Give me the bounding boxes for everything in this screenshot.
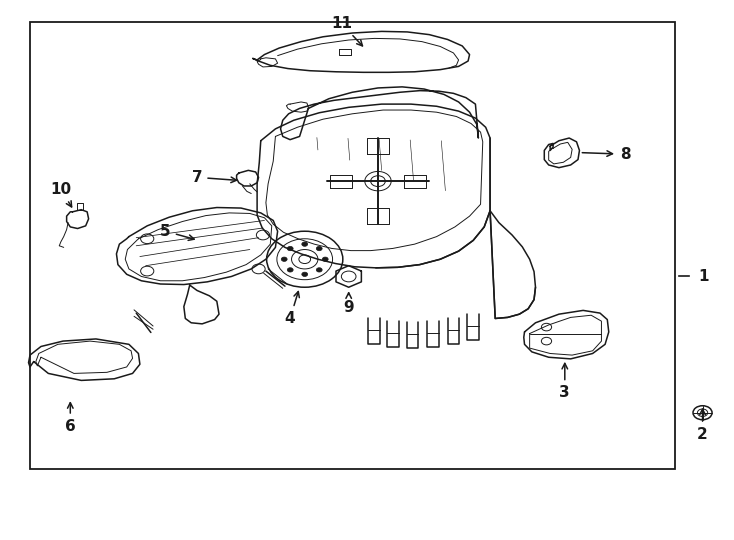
Text: 1: 1	[698, 269, 708, 284]
Text: 3: 3	[559, 363, 570, 400]
Bar	[30, 22, 675, 469]
Text: 10: 10	[50, 181, 72, 207]
Text: 11: 11	[331, 16, 363, 46]
Circle shape	[281, 257, 287, 261]
Circle shape	[287, 246, 293, 251]
Text: 8: 8	[582, 147, 631, 161]
Text: 9: 9	[344, 293, 354, 315]
Circle shape	[302, 272, 308, 276]
Text: 5: 5	[160, 224, 195, 240]
Circle shape	[322, 257, 328, 261]
Circle shape	[316, 268, 322, 272]
Text: 4: 4	[285, 292, 299, 326]
Text: 7: 7	[192, 170, 236, 185]
Text: 2: 2	[697, 409, 708, 442]
Circle shape	[302, 242, 308, 246]
Circle shape	[287, 268, 293, 272]
Circle shape	[316, 246, 322, 251]
Text: 6: 6	[65, 403, 76, 434]
